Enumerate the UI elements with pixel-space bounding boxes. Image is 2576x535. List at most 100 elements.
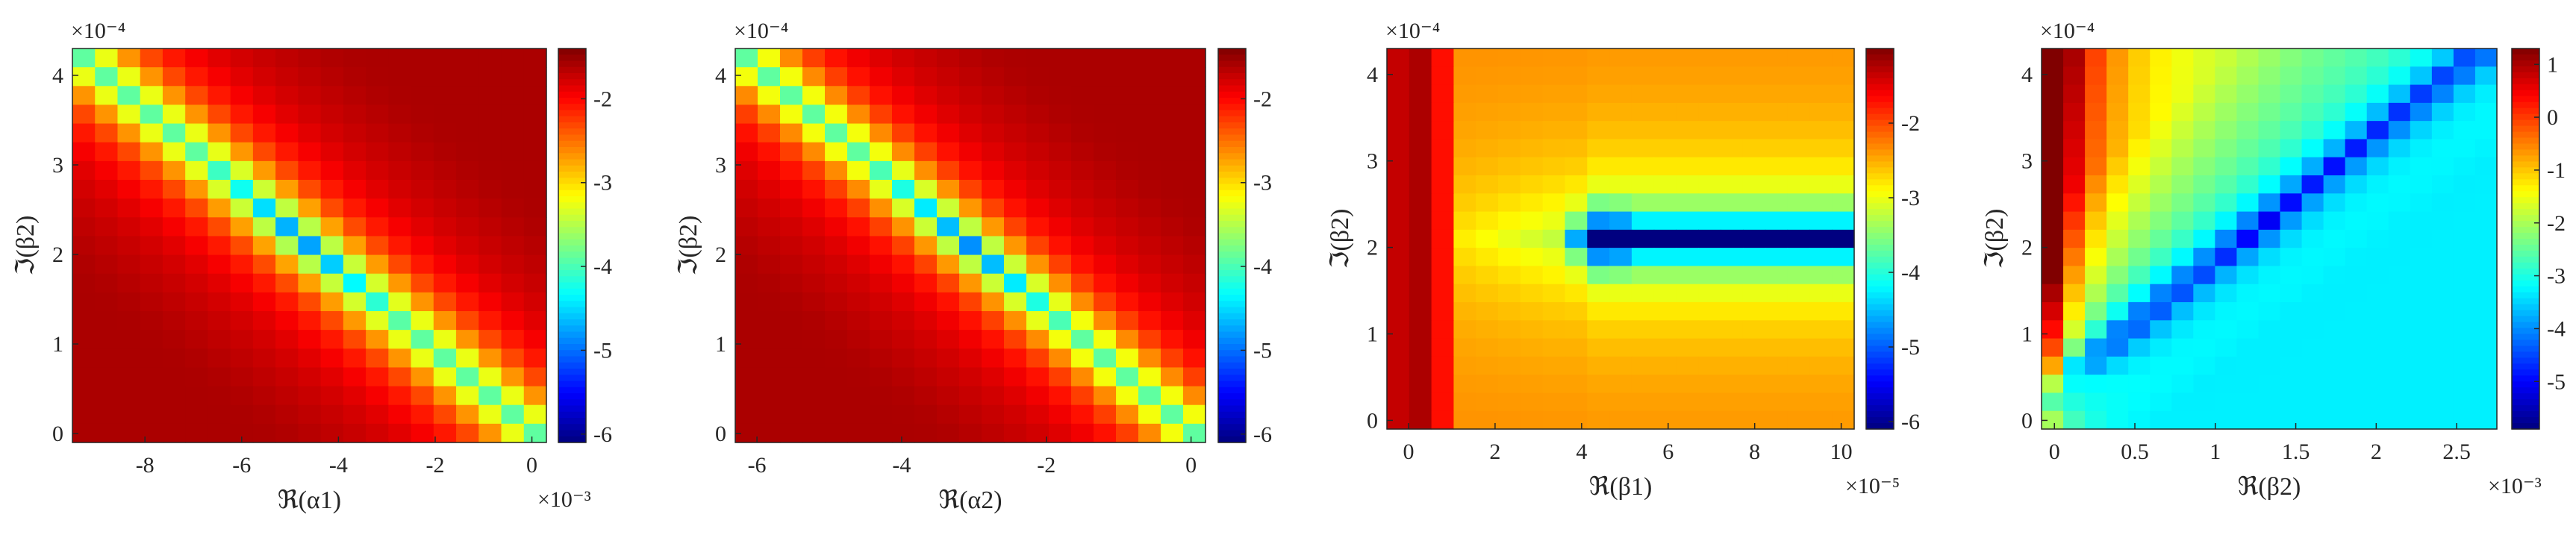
heatmap-cell bbox=[117, 254, 141, 275]
heatmap-cell bbox=[1138, 160, 1161, 181]
heatmap-cell bbox=[735, 180, 758, 199]
x-tick-label: 2 bbox=[1489, 439, 1500, 464]
heatmap-cell bbox=[802, 292, 826, 312]
heatmap-cell bbox=[825, 180, 848, 199]
heatmap-cell bbox=[1832, 266, 1855, 285]
colorbar-segment bbox=[1218, 60, 1246, 68]
heatmap-cell bbox=[1004, 86, 1027, 106]
colorbar-segment bbox=[558, 301, 586, 308]
heatmap-cell bbox=[2106, 338, 2129, 357]
heatmap-cell bbox=[501, 273, 525, 293]
heatmap-cell bbox=[1453, 157, 1476, 176]
heatmap-cell bbox=[117, 142, 141, 162]
heatmap-cell bbox=[1809, 338, 1833, 357]
heatmap-cell bbox=[1765, 356, 1788, 375]
colorbar-segment bbox=[2512, 167, 2539, 174]
colorbar-segment bbox=[558, 251, 586, 259]
heatmap-cell bbox=[1542, 356, 1566, 375]
heatmap-cell bbox=[2106, 284, 2129, 303]
heatmap-cell bbox=[2474, 211, 2498, 231]
heatmap-cell bbox=[1049, 292, 1072, 312]
heatmap-cell bbox=[2345, 375, 2368, 394]
heatmap-cell bbox=[1809, 66, 1833, 86]
heatmap-cell bbox=[2410, 175, 2433, 194]
heatmap-cell bbox=[2474, 302, 2498, 321]
colorbar-segment bbox=[2512, 90, 2539, 97]
heatmap-cell bbox=[117, 67, 141, 87]
heatmap-cell bbox=[1832, 375, 1855, 394]
heatmap-cell bbox=[780, 198, 803, 218]
colorbar-segment bbox=[558, 122, 586, 129]
heatmap-cell bbox=[298, 198, 322, 218]
heatmap-cell bbox=[892, 49, 915, 68]
heatmap-cell bbox=[959, 386, 982, 406]
heatmap-cell bbox=[2453, 302, 2476, 321]
colorbar-segment bbox=[558, 184, 586, 191]
plot-frame bbox=[1386, 48, 1855, 430]
heatmap-cell bbox=[1498, 229, 1521, 248]
heatmap-cell bbox=[72, 311, 96, 331]
heatmap-cell bbox=[2323, 84, 2346, 104]
heatmap-cell bbox=[780, 348, 803, 369]
heatmap-cell bbox=[2150, 248, 2172, 267]
heatmap-cell bbox=[1676, 175, 1699, 194]
heatmap-cell bbox=[2431, 66, 2454, 86]
heatmap-cell bbox=[1676, 49, 1699, 67]
heatmap-cell bbox=[2345, 410, 2368, 430]
heatmap-cell bbox=[2150, 375, 2172, 394]
heatmap-cell bbox=[1183, 49, 1206, 68]
heatmap-cell bbox=[252, 367, 276, 387]
heatmap-cell bbox=[1071, 348, 1094, 369]
heatmap-cell bbox=[72, 67, 96, 87]
heatmap-cell bbox=[1832, 392, 1855, 412]
heatmap-cell bbox=[959, 123, 982, 143]
heatmap-cell bbox=[275, 198, 299, 218]
heatmap-cell bbox=[959, 160, 982, 181]
heatmap-cell bbox=[2171, 66, 2194, 86]
heatmap-cell bbox=[847, 423, 870, 443]
heatmap-cell bbox=[208, 330, 231, 349]
heatmap-cell bbox=[802, 254, 826, 275]
heatmap-cell bbox=[825, 236, 848, 256]
heatmap-cell bbox=[1520, 392, 1544, 412]
heatmap-cell bbox=[2042, 356, 2064, 375]
heatmap-cell bbox=[982, 123, 1005, 143]
heatmap-cell bbox=[1026, 217, 1050, 237]
heatmap-cell bbox=[1498, 49, 1521, 67]
heatmap-cell bbox=[2323, 320, 2346, 340]
heatmap-cell bbox=[2301, 229, 2324, 248]
heatmap-cell bbox=[937, 123, 960, 143]
heatmap-cell bbox=[411, 404, 434, 425]
heatmap-cell bbox=[320, 330, 344, 349]
colorbar-segment bbox=[558, 295, 586, 301]
heatmap-cell bbox=[185, 142, 209, 162]
heatmap-cell bbox=[117, 198, 141, 218]
heatmap-cell bbox=[433, 254, 457, 275]
heatmap-cell bbox=[937, 404, 960, 425]
heatmap-cell bbox=[1453, 102, 1476, 122]
heatmap-cell bbox=[1587, 211, 1610, 231]
heatmap-cell bbox=[1520, 302, 1544, 321]
x-tick-label: -6 bbox=[232, 453, 251, 478]
heatmap-cell bbox=[892, 104, 915, 125]
heatmap-cell bbox=[523, 311, 547, 331]
heatmap-cell bbox=[1183, 198, 1206, 218]
heatmap-cell bbox=[72, 86, 96, 106]
heatmap-cell bbox=[523, 217, 547, 237]
heatmap-cell bbox=[1431, 229, 1455, 248]
heatmap-cell bbox=[2410, 248, 2433, 267]
heatmap-cell bbox=[825, 292, 848, 312]
heatmap-cell bbox=[523, 404, 547, 425]
heatmap-cell bbox=[2150, 302, 2172, 321]
heatmap-cell bbox=[1698, 229, 1721, 248]
heatmap-cell bbox=[2301, 193, 2324, 213]
heatmap-cell bbox=[140, 104, 163, 125]
heatmap-cell bbox=[1431, 139, 1455, 158]
heatmap-cell bbox=[1387, 121, 1410, 140]
heatmap-cell bbox=[959, 104, 982, 125]
heatmap-cell bbox=[2388, 175, 2411, 194]
heatmap-cell bbox=[2063, 356, 2086, 375]
colorbar-segment bbox=[1218, 251, 1246, 259]
heatmap-cell bbox=[1565, 102, 1588, 122]
heatmap-cell bbox=[2193, 84, 2215, 104]
